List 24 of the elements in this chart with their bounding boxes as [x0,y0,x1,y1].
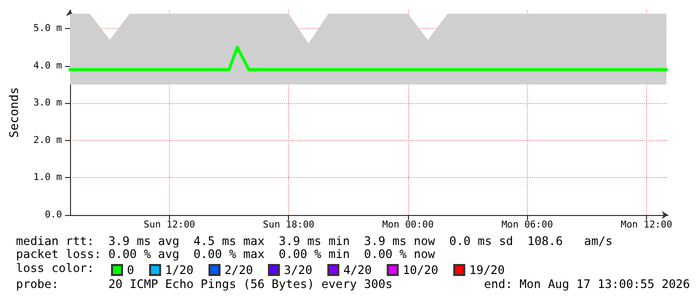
legend-label: 4/20 [343,263,372,277]
y-tick-label: 2.0 m [33,134,62,146]
text: end: Mon Aug 17 13:00:55 2026 [484,277,690,291]
y-tick-label: 3.0 m [33,98,62,109]
x-tick-label: Mon 00:00 [382,220,434,230]
y-tick-label: 5.0 m [33,23,62,34]
x-tick-label: Mon 06:00 [501,220,554,230]
x-tick-label: Sun 18:00 [262,220,315,230]
legend-title: loss color: [16,261,94,275]
y-tick-label: 1.0 m [33,172,62,184]
legend-label: 2/20 [224,263,253,277]
y-tick-label: 0.0 [44,210,62,220]
text: packet loss: 0.00 % avg 0.00 % max 0.00 % min 0.00 % now [16,247,436,261]
x-tick-label: Sun 12:00 [144,220,196,230]
x-tick-label: Mon 12:00 [620,220,672,230]
legend-label: 3/20 [284,263,312,277]
legend-label: 1/20 [165,263,194,277]
text: median rtt: 3.9 ms avg 4.5 ms max 3.9 ms min 3.9 ms now 0.0 ms sd 108.6 am/s [16,234,613,248]
legend-label: 19/20 [469,263,505,277]
y-axis-title: Seconds [7,87,21,138]
legend-label: 10/20 [402,263,438,277]
y-tick-label: 4.0 m [33,60,62,72]
legend-label: 0 [127,263,134,277]
text: probe: 20 ICMP Echo Pings (56 Bytes) every 300s [16,277,392,291]
